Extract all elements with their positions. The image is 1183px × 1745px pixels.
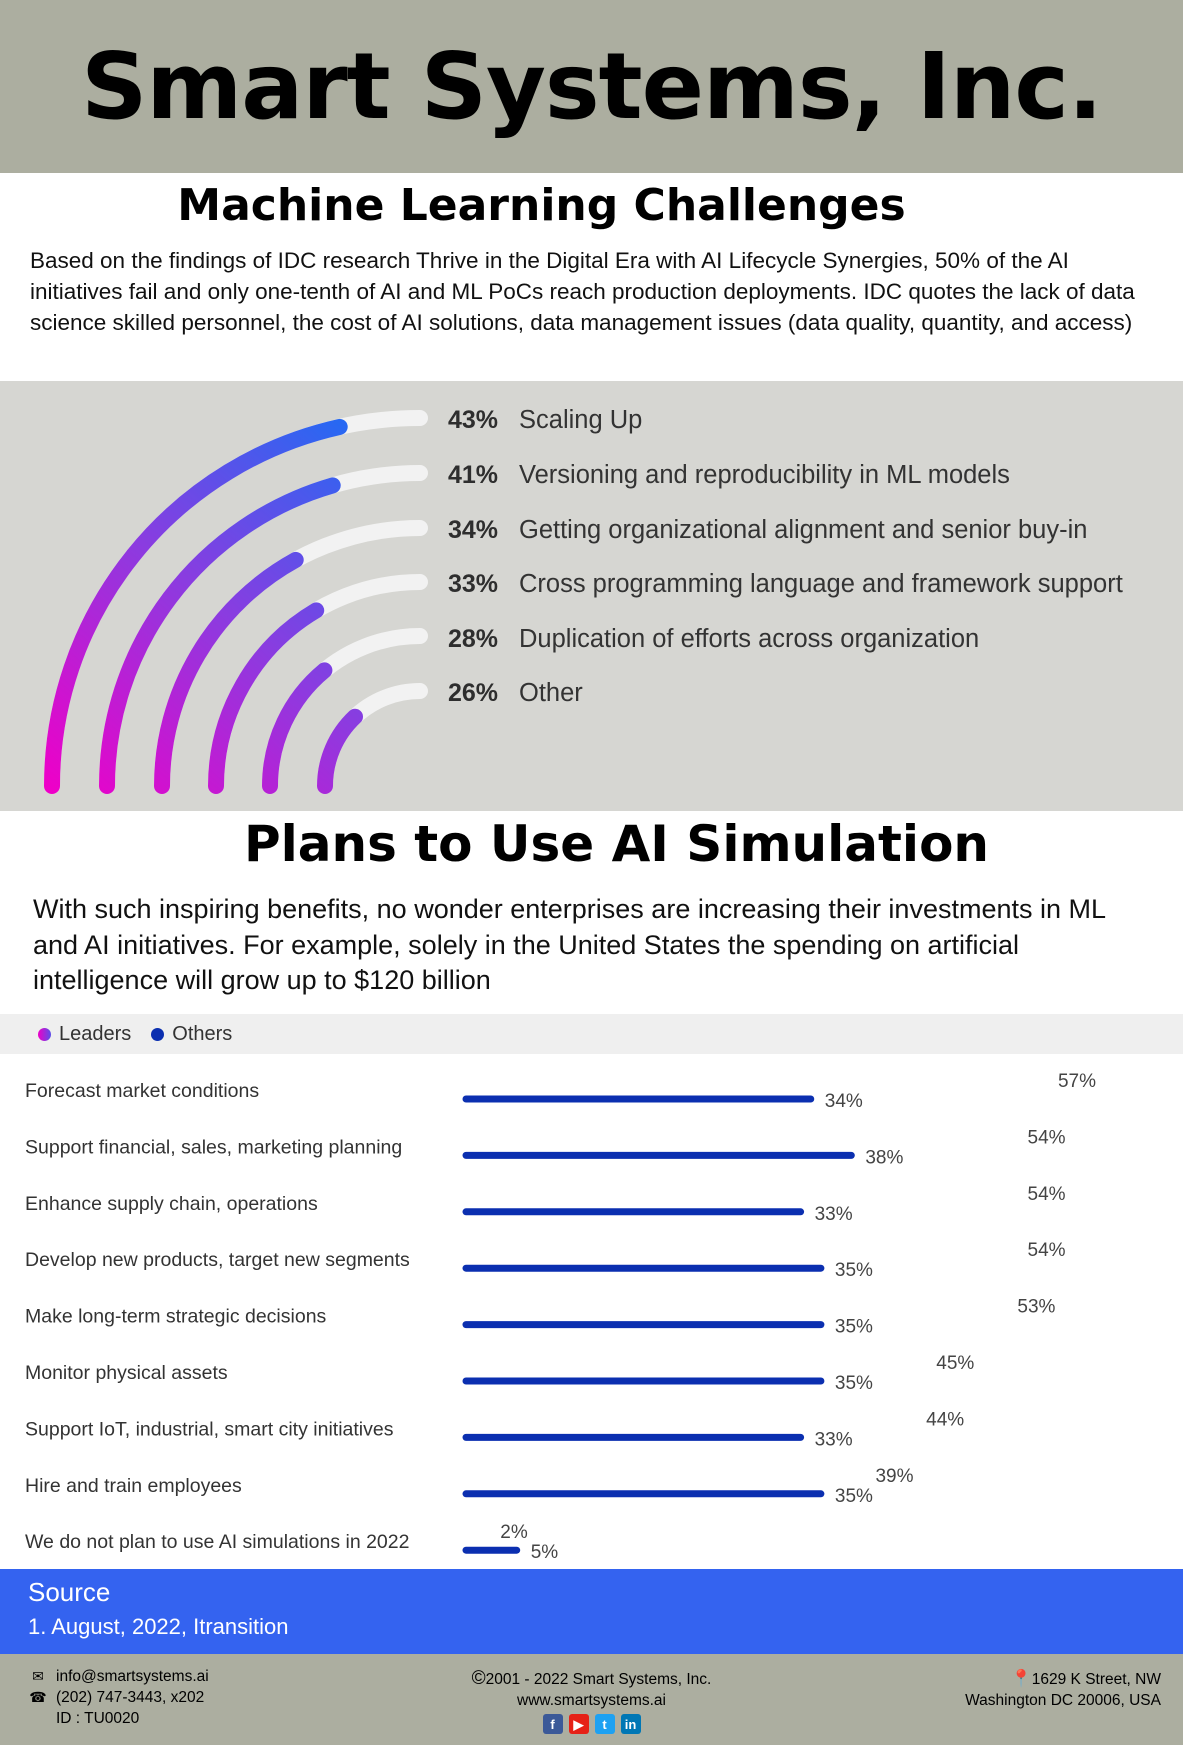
footer-contact: ✉ info@smartsystems.ai ☎ (202) 747-3443, x… xyxy=(28,1666,209,1729)
footer-address-line2: Washington DC 20006, USA xyxy=(965,1692,1161,1709)
arc-value-2 xyxy=(154,551,304,794)
legend-item-others: Others xyxy=(151,1023,232,1046)
bar-category-label: Develop new products, target new segment… xyxy=(25,1249,410,1271)
footer-website[interactable]: www.smartsystems.ai xyxy=(517,1692,666,1709)
footer: ✉ info@smartsystems.ai ☎ (202) 747-3443, x… xyxy=(0,1654,1183,1745)
radial-bar-chart xyxy=(44,410,428,794)
footer-copyright: 2001 - 2022 Smart Systems, Inc. xyxy=(485,1671,712,1688)
challenge-label: Duplication of efforts across organizati… xyxy=(519,624,980,653)
bar-others-value: 35% xyxy=(835,1317,873,1338)
bar-category-label: Enhance supply chain, operations xyxy=(25,1193,318,1215)
bar-category-label: Support financial, sales, marketing plan… xyxy=(25,1136,402,1158)
company-title: Smart Systems, Inc. xyxy=(81,33,1103,140)
location-pin-icon: 📍 xyxy=(1010,1669,1032,1688)
bar-others-value: 33% xyxy=(815,1204,853,1225)
bar-leaders-value: 2% xyxy=(500,1522,528,1543)
challenge-row: 34% Getting organizational alignment and … xyxy=(440,510,1087,550)
bar-category-label: Forecast market conditions xyxy=(25,1080,259,1102)
social-links: f ▶ t in xyxy=(542,1714,641,1734)
bar-category-label: Hire and train employees xyxy=(25,1475,242,1497)
challenge-label: Versioning and reproducibility in ML mod… xyxy=(519,460,1010,489)
header: Smart Systems, Inc. xyxy=(0,0,1183,173)
others-dot-icon xyxy=(151,1027,165,1041)
ml-challenges-chart: 43% Scaling Up 41% Versioning and reproduci… xyxy=(0,381,1183,811)
bar-others-value: 34% xyxy=(825,1091,863,1112)
bar-leaders-value: 54% xyxy=(1028,1240,1066,1261)
bar-leaders-value: 53% xyxy=(1017,1297,1055,1318)
challenge-row: 43% Scaling Up xyxy=(440,400,642,440)
challenge-label: Getting organizational alignment and sen… xyxy=(519,515,1088,544)
arc-value-4 xyxy=(262,662,333,794)
ai-simulation-title: Plans to Use AI Simulation xyxy=(243,815,990,873)
arc-value-1 xyxy=(99,477,341,794)
arc-value-0 xyxy=(44,418,348,794)
footer-email[interactable]: info@smartsystems.ai xyxy=(56,1668,209,1685)
challenge-label: Cross programming language and framework… xyxy=(519,569,1123,598)
challenge-label: Scaling Up xyxy=(519,405,643,434)
footer-center: ©2001 - 2022 Smart Systems, Inc. www.sma… xyxy=(0,1668,1183,1735)
challenge-row: 28% Duplication of efforts across organiz… xyxy=(440,619,979,659)
bar-others-value: 38% xyxy=(865,1147,903,1168)
challenge-percent: 34% xyxy=(447,515,498,544)
bar-category-label: Monitor physical assets xyxy=(25,1362,228,1384)
legend-label: Others xyxy=(172,1022,233,1045)
bar-others-value: 33% xyxy=(815,1429,853,1450)
leaders-dot-icon xyxy=(38,1027,51,1041)
arc-value-3 xyxy=(208,602,325,794)
challenge-percent: 28% xyxy=(447,624,498,653)
source-value: 1. August, 2022, Itransition xyxy=(28,1614,289,1639)
challenge-percent: 26% xyxy=(447,678,498,707)
phone-icon: ☎ xyxy=(29,1689,47,1705)
legend-item-leaders: Leaders xyxy=(38,1023,131,1046)
legend: Leaders Others xyxy=(0,1014,1183,1054)
twitter-icon[interactable]: t xyxy=(594,1714,615,1734)
bar-leaders-value: 45% xyxy=(936,1353,974,1374)
bar-category-label: We do not plan to use AI simulations in … xyxy=(25,1531,409,1553)
challenge-row: 41% Versioning and reproducibility in ML … xyxy=(440,455,1010,495)
copyright-icon: © xyxy=(471,1668,486,1689)
bar-leaders-value: 44% xyxy=(926,1409,964,1430)
source-panel: Source 1. August, 2022, Itransition xyxy=(0,1569,1183,1654)
bar-others-value: 5% xyxy=(531,1542,559,1563)
challenge-percent: 41% xyxy=(447,460,498,489)
bar-leaders-value: 54% xyxy=(1028,1184,1066,1205)
ml-challenges-text: Based on the findings of IDC research Th… xyxy=(30,248,1135,335)
footer-address: 📍1629 K Street, NW Washington DC 20006, … xyxy=(965,1668,1161,1711)
footer-id: ID : TU0020 xyxy=(56,1710,140,1727)
linkedin-icon[interactable]: in xyxy=(620,1714,641,1734)
bar-others-value: 35% xyxy=(835,1486,873,1507)
challenge-percent: 43% xyxy=(447,405,498,434)
challenge-row: 33% Cross programming language and framew… xyxy=(440,564,1123,604)
ml-challenges-title: Machine Learning Challenges xyxy=(177,180,906,231)
bar-others-value: 35% xyxy=(835,1260,873,1281)
envelope-icon: ✉ xyxy=(32,1668,44,1684)
youtube-icon[interactable]: ▶ xyxy=(568,1714,589,1734)
bar-leaders-value: 57% xyxy=(1058,1071,1096,1092)
bar-category-label: Support IoT, industrial, smart city init… xyxy=(25,1418,394,1440)
ai-simulation-text: With such inspiring benefits, no wonder … xyxy=(33,894,1106,995)
bar-leaders-value: 39% xyxy=(875,1466,913,1487)
arc-value-5 xyxy=(317,708,363,794)
source-title: Source xyxy=(28,1577,111,1607)
challenge-row: 26% Other xyxy=(440,673,583,713)
challenge-label: Other xyxy=(519,678,583,707)
facebook-icon[interactable]: f xyxy=(542,1714,563,1734)
bar-others-value: 35% xyxy=(835,1373,873,1394)
bar-leaders-value: 54% xyxy=(1028,1127,1066,1148)
challenge-percent: 33% xyxy=(447,569,498,598)
legend-label: Leaders xyxy=(59,1022,132,1045)
footer-phone: (202) 747-3443, x202 xyxy=(56,1689,205,1706)
bar-category-label: Make long-term strategic decisions xyxy=(25,1306,327,1328)
footer-address-line1: 1629 K Street, NW xyxy=(1031,1671,1161,1688)
